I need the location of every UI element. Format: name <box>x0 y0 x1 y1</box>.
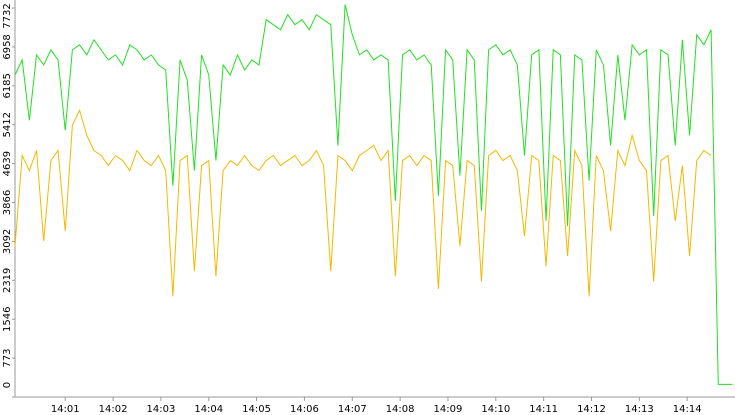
x-tick-label: 14:05 <box>242 404 271 415</box>
x-tick-label: 14:08 <box>386 404 415 415</box>
y-tick-label: 773 <box>2 349 13 368</box>
y-tick-label: 4639 <box>2 151 13 176</box>
x-tick-label: 14:11 <box>529 404 558 415</box>
x-tick-label: 14:07 <box>338 404 367 415</box>
line-series <box>14 4 733 385</box>
x-tick-label: 14:09 <box>434 404 463 415</box>
y-tick-label: 3092 <box>2 229 13 254</box>
y-tick-label: 2319 <box>2 268 13 293</box>
x-tick-label: 14:14 <box>673 404 702 415</box>
y-tick-label: 7732 <box>2 3 13 28</box>
x-tick-label: 14:12 <box>577 404 606 415</box>
x-tick-label: 14:04 <box>194 404 223 415</box>
y-tick-label: 5412 <box>2 112 13 137</box>
x-tick-label: 14:01 <box>51 404 80 415</box>
x-tick-label: 14:10 <box>481 404 510 415</box>
y-tick-label: 3866 <box>2 190 13 215</box>
x-tick-label: 14:13 <box>625 404 654 415</box>
x-tick-label: 14:03 <box>146 404 175 415</box>
line-series <box>14 108 712 297</box>
y-tick-label: 1546 <box>2 306 13 331</box>
y-tick-label: 6185 <box>2 73 13 98</box>
y-tick-label: 6958 <box>2 34 13 59</box>
x-tick-label: 14:06 <box>290 404 319 415</box>
y-tick-label: 0 <box>2 382 13 388</box>
x-tick-label: 14:02 <box>99 404 128 415</box>
